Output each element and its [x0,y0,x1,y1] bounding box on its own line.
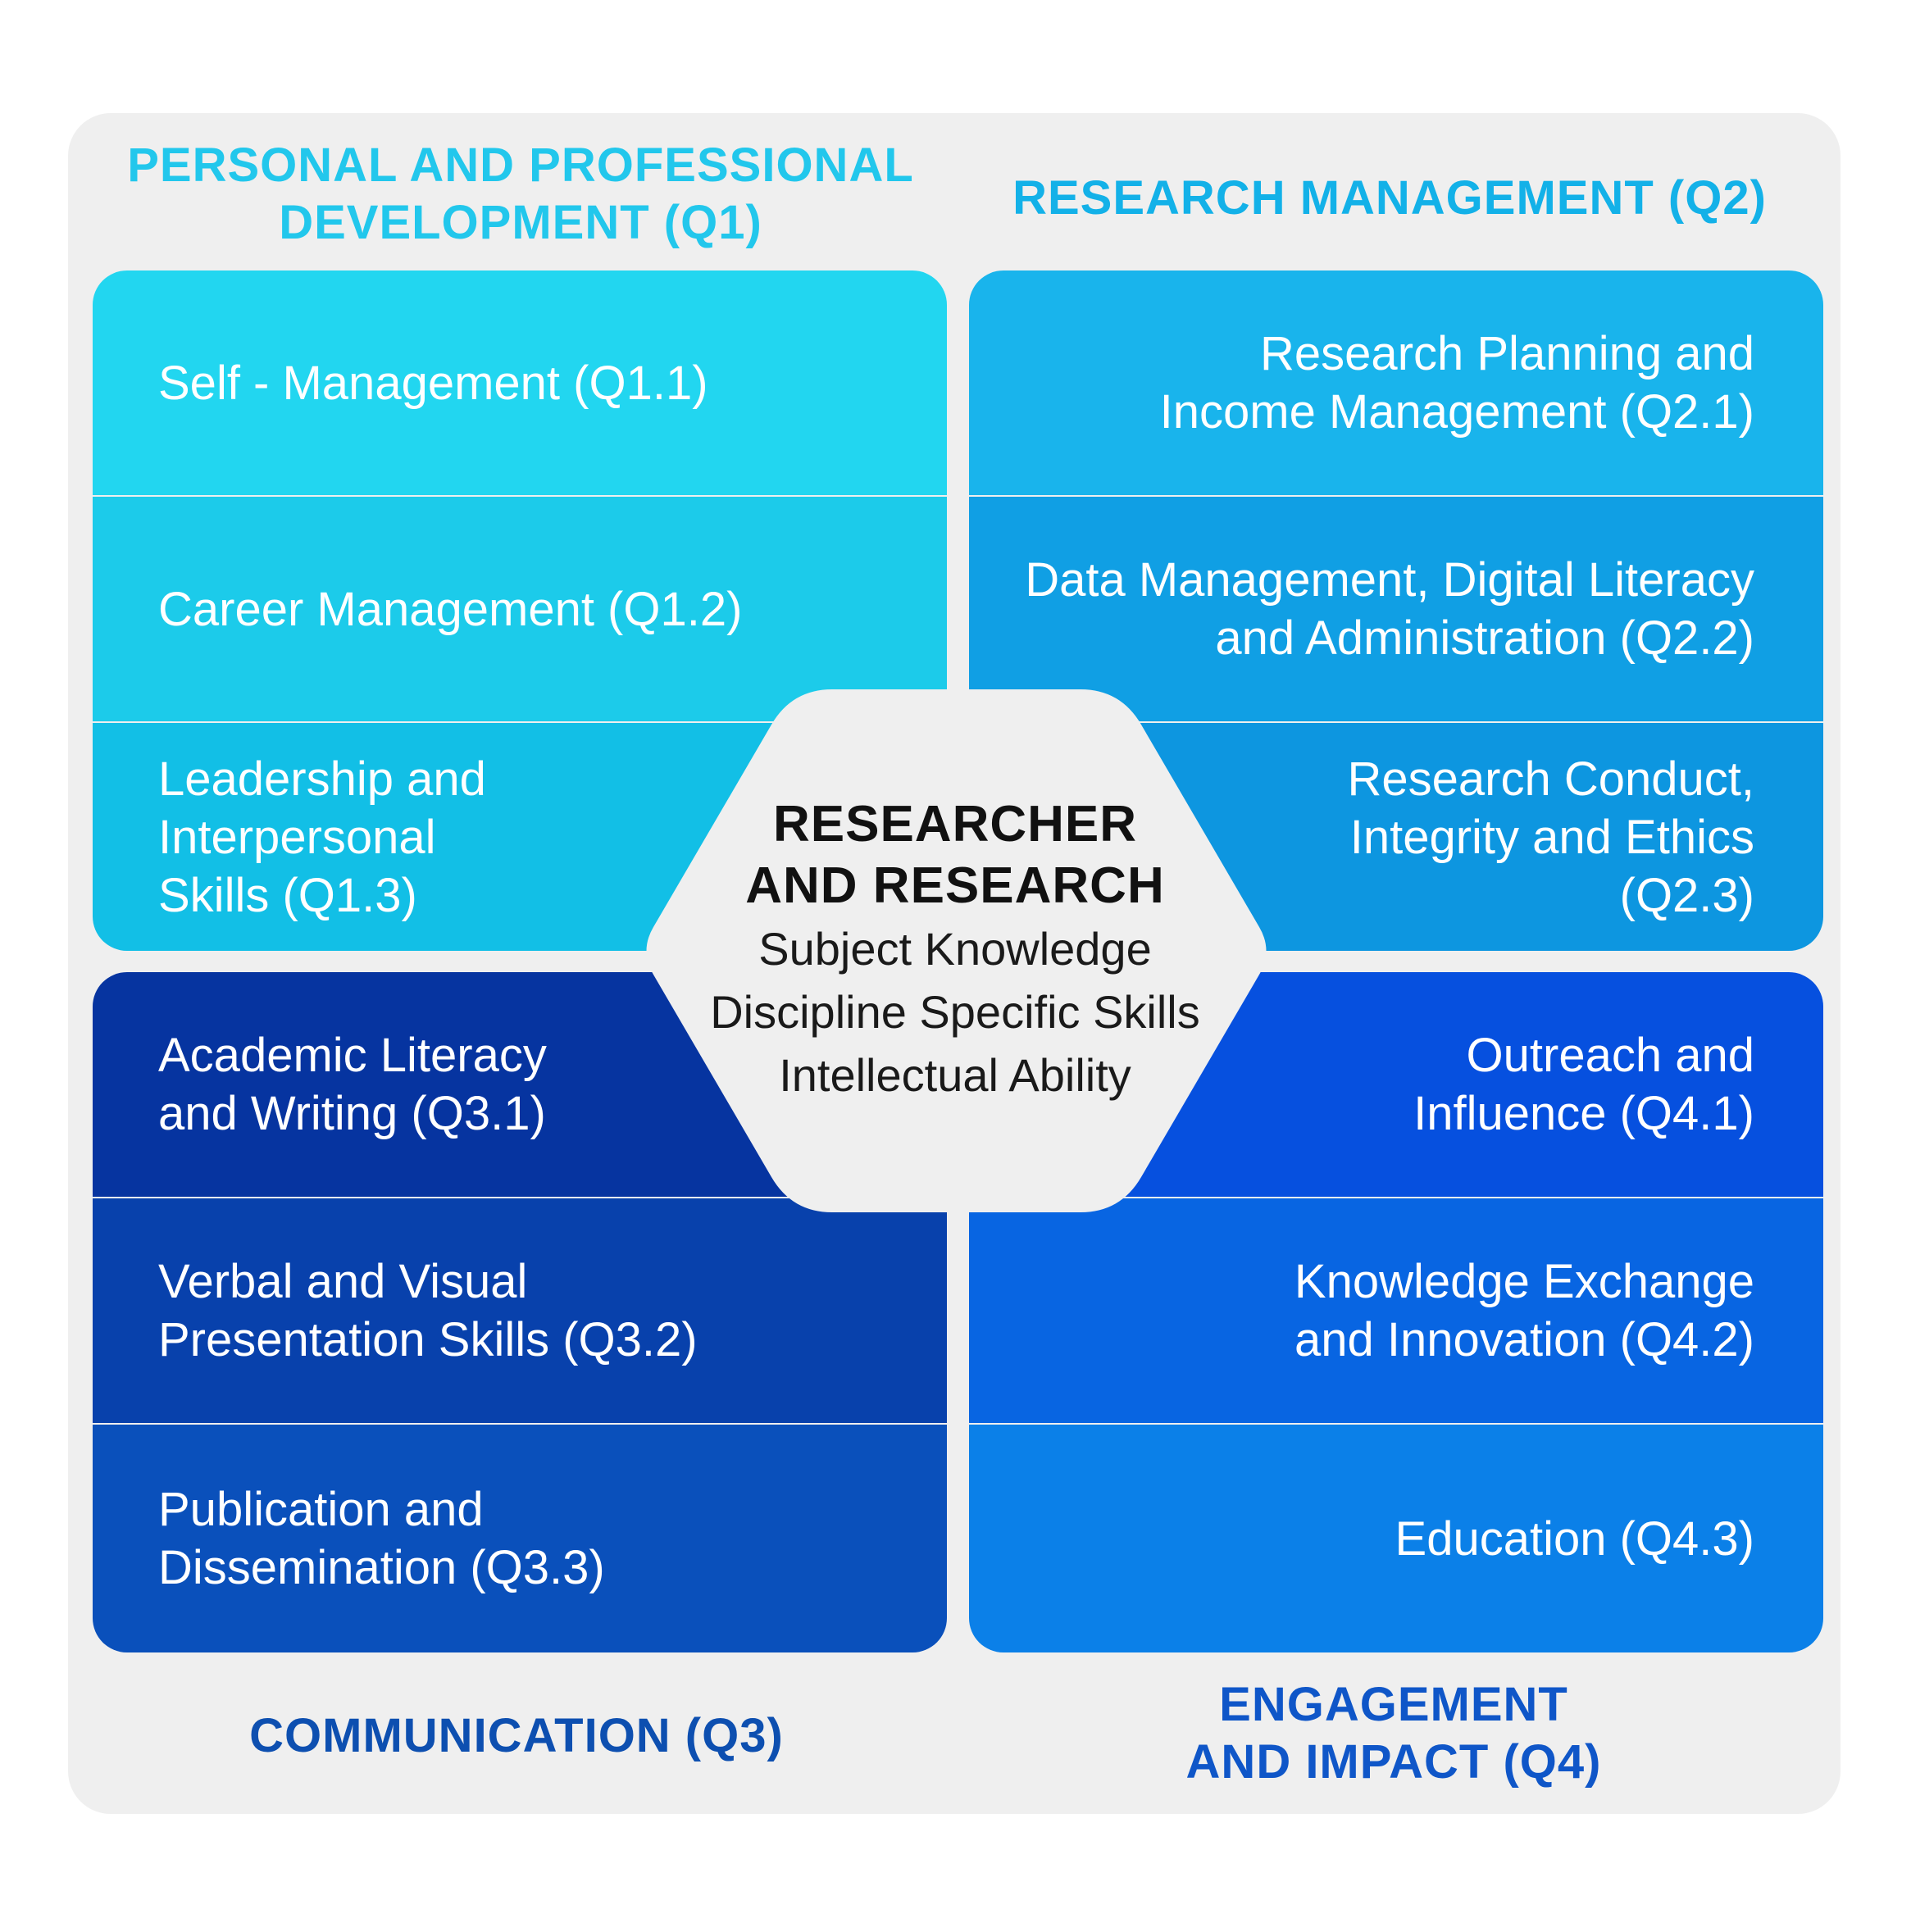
quadrant-q1: Self - Management (Q1.1) Career Manageme… [93,270,947,951]
quadrant-q3: Academic Literacy and Writing (Q3.1) Ver… [93,972,947,1652]
skill-q3-3: Publication and Dissemination (Q3.3) [93,1425,947,1652]
center-subtitle-3: Intellectual Ability [779,1049,1131,1101]
skill-q4-3: Education (Q4.3) [969,1425,1823,1652]
skill-q1-1: Self - Management (Q1.1) [93,270,947,495]
center-subtitle-2: Discipline Specific Skills [710,986,1200,1038]
quadrant-title-q3: COMMUNICATION (Q3) [249,1709,784,1762]
skill-q3-2: Verbal and Visual Presentation Skills (Q… [93,1198,947,1423]
skill-q2-1: Research Planning and Income Management … [969,270,1823,495]
quadrant-q4: Outreach and Influence (Q4.1) Knowledge … [969,972,1823,1652]
skill-q1-2: Career Management (Q1.2) [93,497,947,721]
skill-q4-2: Knowledge Exchange and Innovation (Q4.2) [969,1198,1823,1423]
hexagon-shape [646,689,1267,1212]
skill-q2-2: Data Management, Digital Literacy and Ad… [969,497,1823,721]
center-title: RESEARCHER AND RESEARCH [745,796,1165,914]
quadrant-title-q1: PERSONAL AND PROFESSIONAL DEVELOPMENT (Q… [127,139,914,249]
center-text-block: RESEARCHER AND RESEARCH Subject Knowledg… [685,793,1226,1106]
quadrant-title-q2: RESEARCH MANAGEMENT (Q2) [1012,171,1767,225]
center-subtitle-1: Subject Knowledge [758,923,1152,975]
quadrant-title-q4: ENGAGEMENT AND IMPACT (Q4) [1185,1678,1602,1789]
